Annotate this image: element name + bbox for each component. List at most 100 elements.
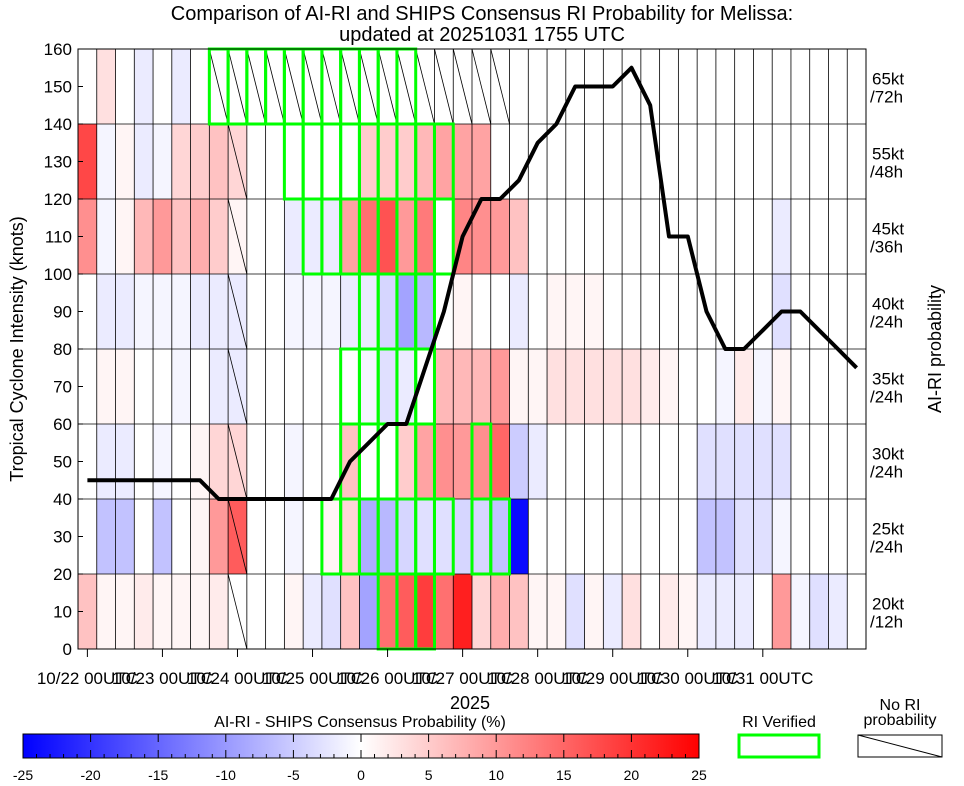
cell [434,124,454,199]
cell [753,349,773,424]
band-label-line1: 65kt [872,70,904,89]
cell [622,199,642,274]
y-tick-label: 160 [44,40,72,59]
cell [772,349,792,424]
cell [659,424,679,499]
cell [734,124,754,199]
cell [640,499,660,574]
x-tick-label: 10/31 00UTC [712,669,813,688]
cell [565,199,585,274]
cell [790,574,811,649]
cell [603,574,623,649]
cell [153,349,173,424]
cell [153,499,173,574]
cell [715,499,735,574]
cell [153,49,173,124]
right-axis-label: AI-RI probability [925,285,945,413]
cell [378,349,398,424]
cell [134,424,154,499]
cell [246,124,266,199]
cell [321,424,341,499]
no-ri-marker [227,198,248,275]
y-axis-label: Tropical Cyclone Intensity (knots) [7,216,27,481]
cell [96,49,116,124]
cell [490,424,510,499]
cell [96,124,116,199]
cell [171,499,191,574]
cell [265,574,285,649]
cell [190,349,210,424]
cell [772,574,792,649]
cell [659,574,679,649]
cell [453,424,473,499]
cell [96,349,116,424]
cell [603,499,623,574]
cell [847,49,867,124]
cell [265,124,285,199]
x-tick-label: 10/25 00UTC [262,669,363,688]
cell [434,424,454,499]
cell [115,349,135,424]
legend-ri-verified-box [737,733,821,759]
cell [321,199,341,274]
cell [359,124,379,199]
cell [528,574,548,649]
cell [509,49,529,124]
cell [734,424,754,499]
cell [565,424,585,499]
cell [809,274,829,349]
legend-no-ri-label-line1: No RI [880,697,921,714]
cell [753,124,773,199]
no-ri-marker [302,48,323,125]
legend-no-ri-label-line2: probability [864,712,937,729]
no-ri-marker [452,48,473,125]
cell [153,274,173,349]
legend-ri-verified-label: RI Verified [742,714,816,731]
cell [171,124,191,199]
band-label-line2: /36h [870,238,903,257]
no-ri-marker [396,48,417,125]
y-tick-label: 140 [44,115,72,134]
cell [246,424,266,499]
cell [284,274,304,349]
cell [453,349,473,424]
band-label-line2: /24h [870,388,903,407]
colorbar-label: AI-RI - SHIPS Consensus Probability (%) [214,714,506,731]
cell [697,199,717,274]
cell [472,274,492,349]
cell [359,349,379,424]
cell [396,424,417,499]
cell [153,124,173,199]
band-label-line1: 40kt [872,295,904,314]
cell [303,124,323,199]
cell [96,274,116,349]
cell [772,499,792,574]
cell [622,574,642,649]
cell [640,49,660,124]
cell [828,124,848,199]
cell [584,574,604,649]
band-label-line1: 45kt [872,220,904,239]
cell [622,274,642,349]
cell [265,274,285,349]
cell [847,349,867,424]
cell [303,574,323,649]
cell [753,274,773,349]
cell [303,274,323,349]
cell [78,49,98,124]
no-ri-marker [246,48,267,125]
cell [78,574,98,649]
cell [547,199,567,274]
cell [415,274,435,349]
cell [265,199,285,274]
cell [115,424,135,499]
cell [659,49,679,124]
cell [434,499,454,574]
x-tick-label: 10/27 00UTC [412,669,513,688]
cell [697,424,717,499]
no-ri-marker [321,48,342,125]
cell [115,274,135,349]
y-tick-label: 110 [45,228,72,247]
